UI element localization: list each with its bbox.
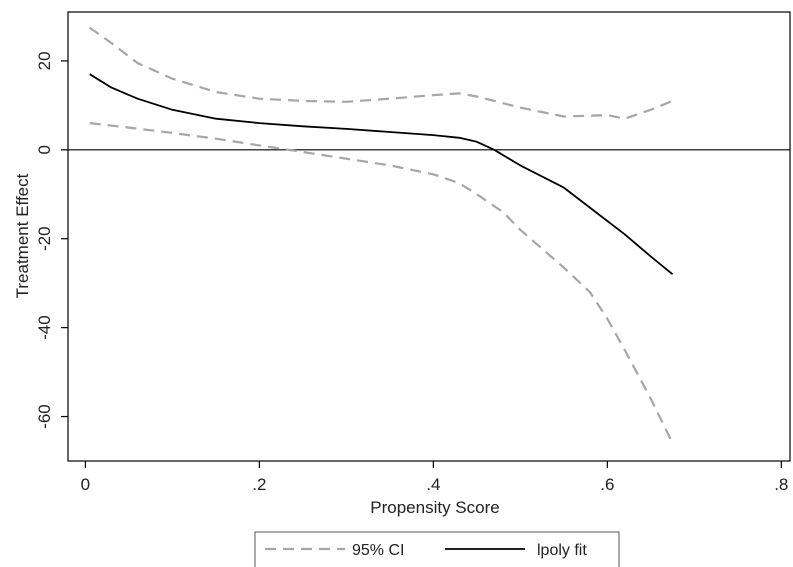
plot-area [67, 11, 791, 462]
legend-label: 95% CI [352, 542, 404, 559]
x-tick-label: .4 [426, 475, 440, 494]
x-axis-title: Propensity Score [370, 498, 499, 517]
x-tick-label: .2 [252, 475, 266, 494]
y-tick-label: -20 [35, 226, 54, 251]
x-tick-label: .8 [774, 475, 788, 494]
legend-box [254, 531, 620, 567]
y-tick-label: -60 [35, 404, 54, 429]
y-tick-label: -40 [35, 315, 54, 340]
ci-bound-line [89, 26, 674, 120]
ci-bound-line [89, 122, 674, 444]
y-axis-title: Treatment Effect [13, 173, 32, 298]
legend-label: lpoly fit [537, 542, 587, 559]
y-tick-label: 20 [35, 51, 54, 70]
x-tick-label: .6 [600, 475, 614, 494]
x-tick-label: 0 [81, 475, 90, 494]
y-tick-label: 0 [35, 145, 54, 154]
lpoly-fit-line [89, 73, 674, 275]
legend: 95% CI lpoly fit [254, 531, 620, 567]
